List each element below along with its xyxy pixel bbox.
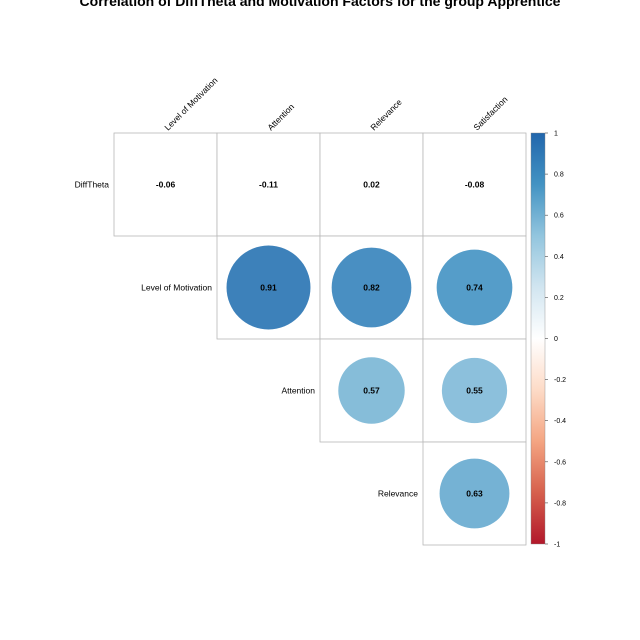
correlation-circle xyxy=(338,357,405,424)
correlation-circle xyxy=(441,357,508,424)
correlation-value: -0.08 xyxy=(465,180,485,190)
correlation-value: 0.74 xyxy=(466,283,483,293)
correlation-value: -0.11 xyxy=(259,180,278,190)
row-label: DiffTheta xyxy=(75,180,110,190)
column-label: Relevance xyxy=(368,97,404,133)
correlation-circle xyxy=(436,249,513,326)
row-label: Level of Motivation xyxy=(141,283,212,293)
matrix-cell xyxy=(422,132,527,237)
matrix-cell xyxy=(319,132,424,237)
colorbar-tick-label: 1 xyxy=(554,131,558,138)
correlation-value: 0.57 xyxy=(363,386,380,396)
chart-title: Correlation of DiffTheta and Motivation … xyxy=(80,0,561,9)
colorbar: 1 0.8 0.6 0.4 0.2 0 -0.2 -0.4 -0.6 -0.8 -1 xyxy=(530,131,566,549)
row-label: Attention xyxy=(281,386,315,396)
row-label: Relevance xyxy=(378,489,418,499)
correlation-value: 0.55 xyxy=(466,386,483,396)
correlation-value: 0.02 xyxy=(363,180,380,190)
correlation-value: 0.91 xyxy=(260,283,277,293)
colorbar-tick-label: 0.2 xyxy=(554,295,564,302)
colorbar-tick-label: 0 xyxy=(554,336,558,343)
colorbar-tick-label: 0.8 xyxy=(554,172,564,179)
colorbar-tick-label: 0.4 xyxy=(554,254,564,261)
correlation-circle xyxy=(439,458,510,529)
correlation-value: 0.82 xyxy=(363,283,380,293)
column-label: Attention xyxy=(265,101,296,132)
correlation-circle xyxy=(226,245,311,330)
colorbar-tick-label: -0.2 xyxy=(554,377,566,384)
correlation-circle xyxy=(331,247,412,328)
matrix-cell xyxy=(113,132,218,237)
colorbar-tick-label: -0.6 xyxy=(554,459,566,466)
colorbar-gradient xyxy=(530,132,546,545)
colorbar-tick-label: 0.6 xyxy=(554,213,564,220)
correlation-value: -0.06 xyxy=(156,180,176,190)
matrix-cell xyxy=(216,132,321,237)
colorbar-tick-label: -0.4 xyxy=(554,418,566,425)
correlation-value: 0.63 xyxy=(466,489,483,499)
colorbar-tick-label: -0.8 xyxy=(554,500,566,507)
colorbar-tick-label: -1 xyxy=(554,542,560,549)
column-label: Level of Motivation xyxy=(162,75,219,132)
column-label: Satisfaction xyxy=(471,94,509,132)
